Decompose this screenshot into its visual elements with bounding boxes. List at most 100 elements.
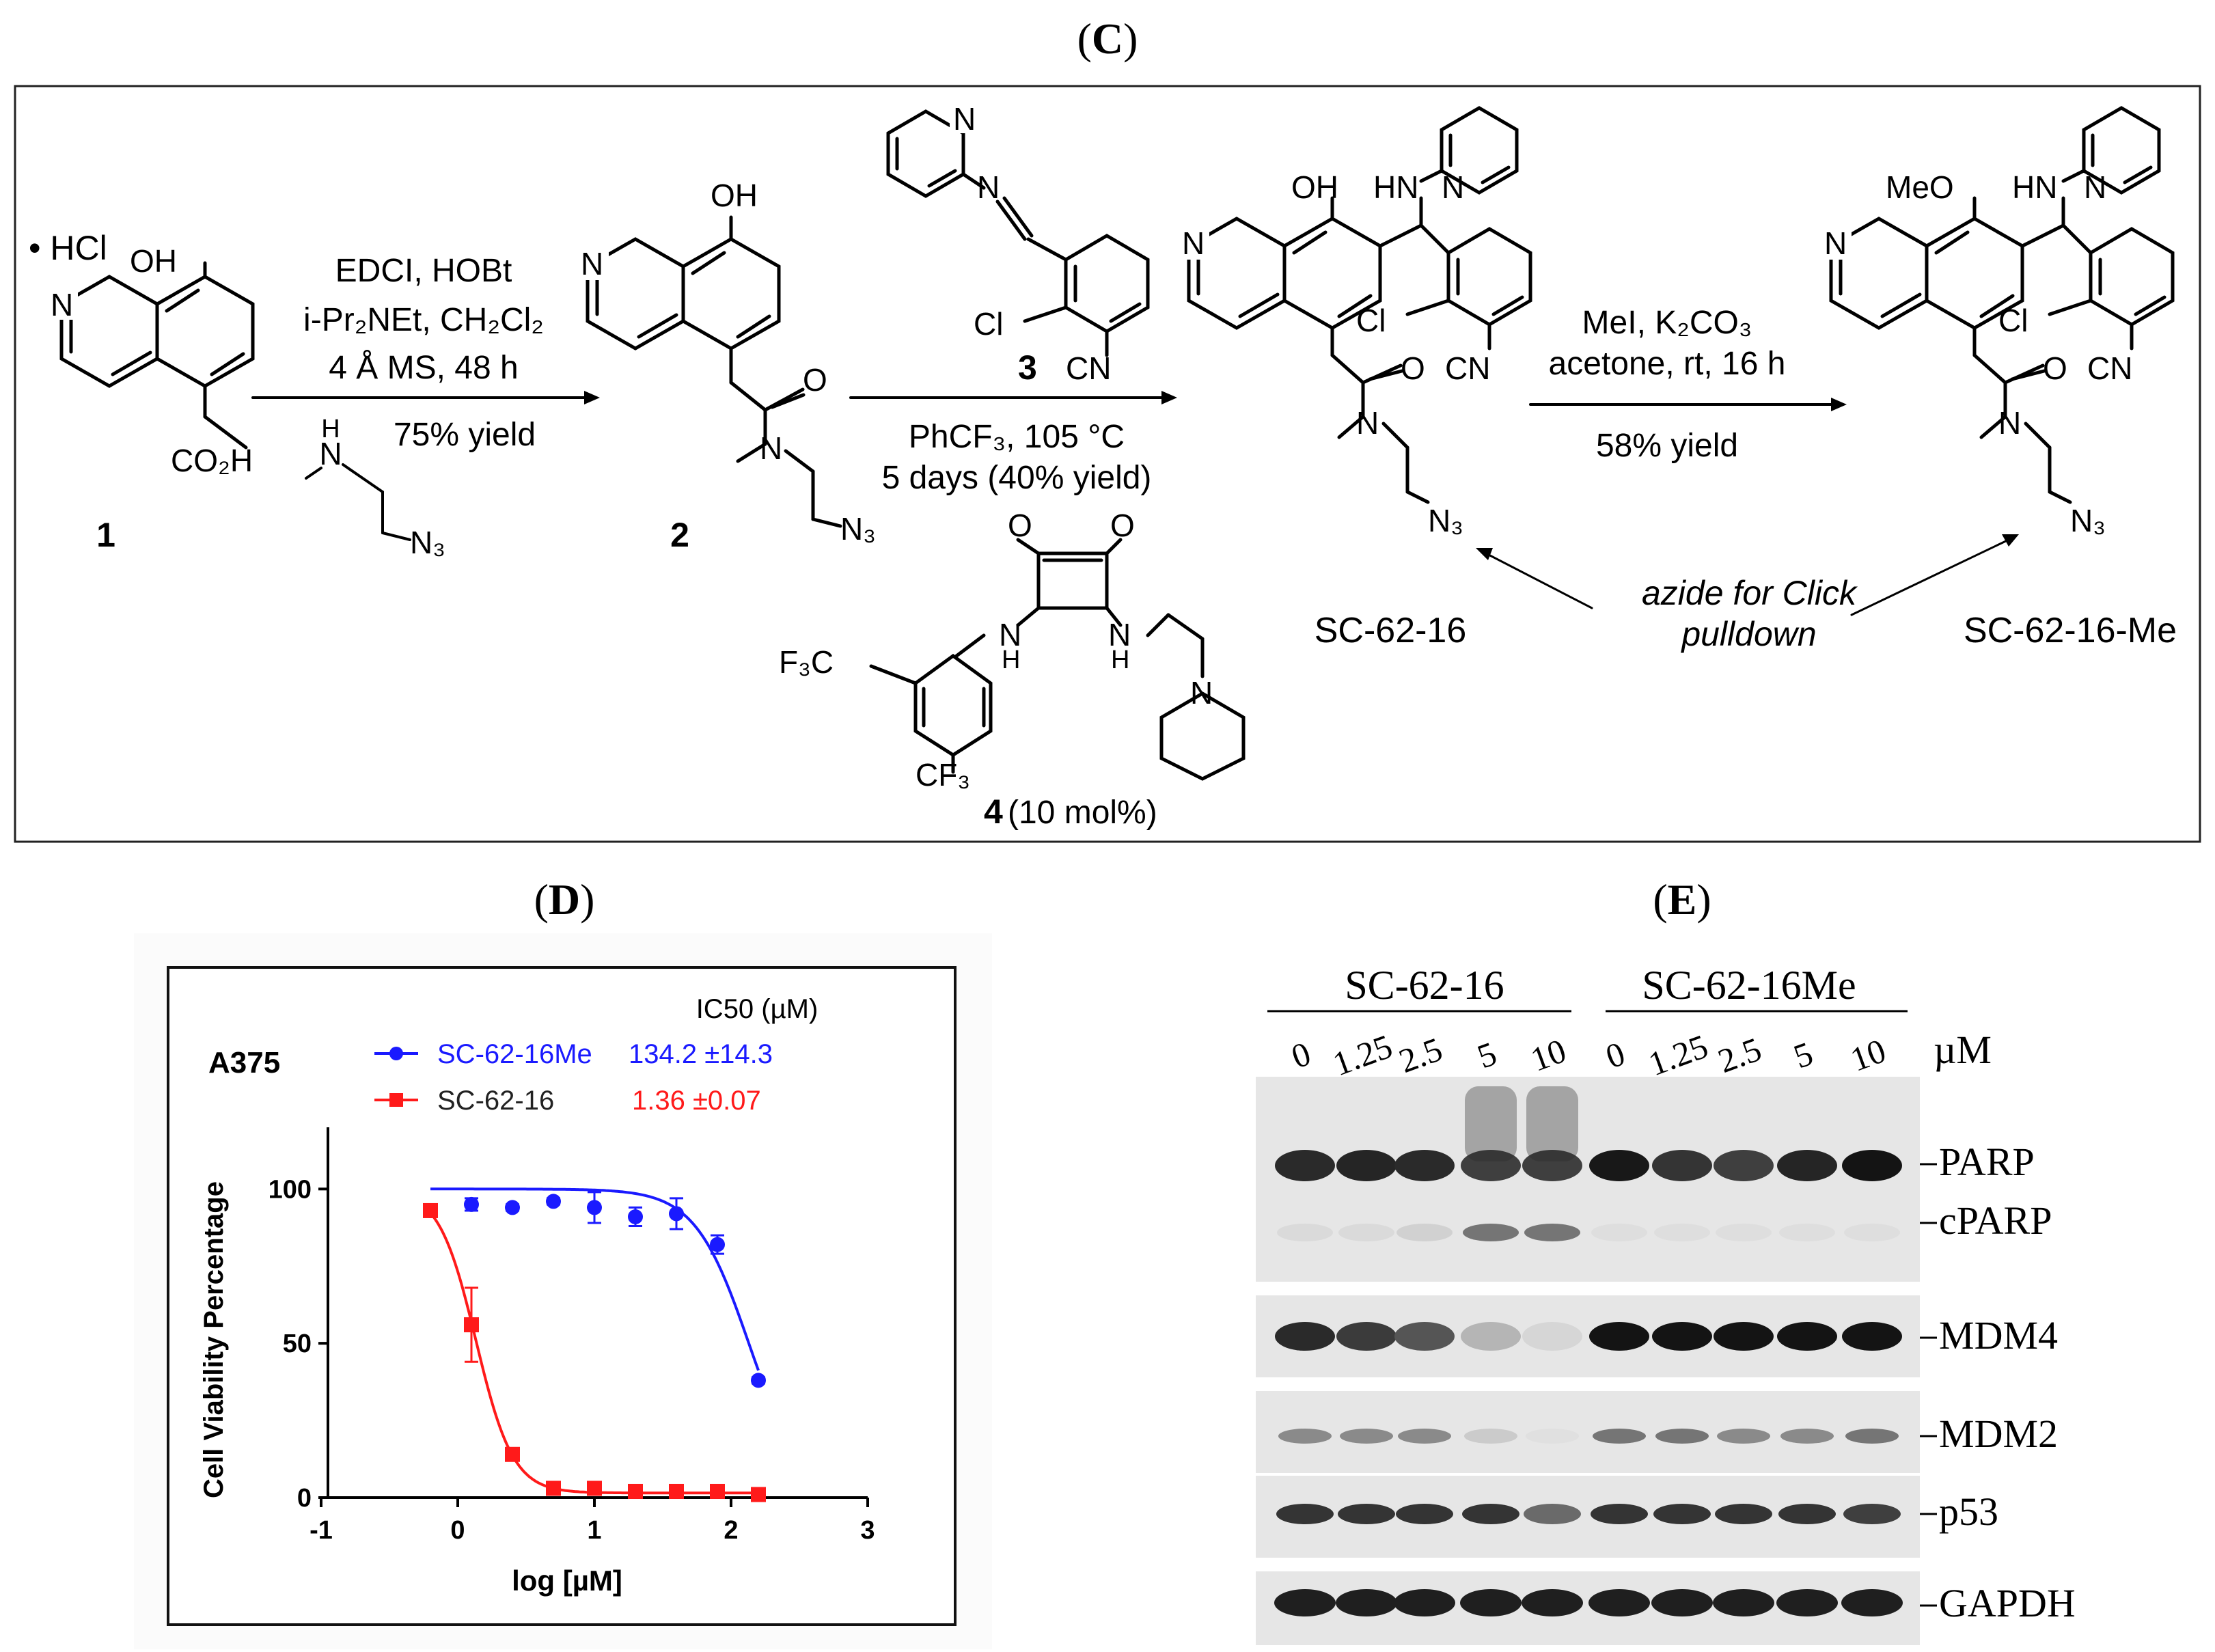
step3-conditions-line2: acetone, rt, 16 h xyxy=(1549,346,1786,382)
blot-band-gapdh xyxy=(1713,1589,1774,1616)
legend-series-name: SC-62-16Me xyxy=(437,1039,592,1069)
data-point-square xyxy=(546,1481,561,1496)
n-mask-3 xyxy=(950,99,980,133)
blot-label-mdm4: MDM4 xyxy=(1939,1313,2058,1358)
blot-band-mdm2 xyxy=(1464,1429,1517,1444)
blot-band-mdm4 xyxy=(1842,1322,1902,1351)
blot-band-parp xyxy=(1461,1150,1521,1181)
x-tick-label: 2 xyxy=(724,1516,738,1545)
blot-band-cparp xyxy=(1779,1224,1835,1241)
azide-arrowhead-left xyxy=(1476,548,1493,560)
fit-curve-sc-62-16me xyxy=(430,1187,760,1371)
blot-label-p53: p53 xyxy=(1939,1489,1998,1534)
blot-band-mdm2 xyxy=(1398,1429,1451,1444)
blot-band-mdm2 xyxy=(1593,1429,1646,1444)
blot-smear xyxy=(1526,1086,1578,1161)
blot-band-parp xyxy=(1275,1150,1335,1181)
data-point-square xyxy=(423,1202,438,1218)
blot-band-mdm2 xyxy=(1655,1429,1709,1444)
catalyst-piperidine-n: N xyxy=(1190,675,1213,711)
sc-62-16-hn: HN xyxy=(1373,169,1418,205)
data-point-circle xyxy=(546,1194,561,1209)
lane-concentration-label: 0 xyxy=(1287,1034,1316,1075)
sc-62-16-n3: N₃ xyxy=(1428,503,1463,538)
blot-band-parp xyxy=(1522,1150,1582,1181)
step1-conditions-line1: EDCI, HOBt xyxy=(335,253,512,289)
sc-62-16-me-n3: N₃ xyxy=(2070,503,2106,538)
blot-band-cparp xyxy=(1716,1224,1772,1241)
amine-h: H xyxy=(321,415,340,443)
step2-conditions-line1: PhCF₃, 105 °C xyxy=(909,419,1125,455)
blot-smear xyxy=(1465,1086,1517,1161)
catalyst-nh-2: N xyxy=(1108,617,1131,652)
data-point-circle xyxy=(464,1196,479,1212)
compound-2-quinoline-n: N xyxy=(581,246,603,281)
chart-frame xyxy=(167,966,957,1626)
data-point-square xyxy=(751,1487,766,1502)
data-point-circle xyxy=(505,1200,520,1215)
sc-62-16-pyridine-n: N xyxy=(1442,169,1464,205)
sc-62-16-cn: CN xyxy=(1445,350,1490,386)
data-point-square xyxy=(505,1446,520,1462)
blot-band-cparp xyxy=(1463,1224,1519,1241)
blot-band-gapdh xyxy=(1776,1589,1838,1616)
sc-62-16-me-o: O xyxy=(2043,350,2067,386)
panel-label-e-letter: E xyxy=(1668,875,1697,924)
blot-band-mdm2 xyxy=(1845,1429,1899,1444)
y-tick-label: 50 xyxy=(283,1330,312,1358)
compound-2-oh: OH xyxy=(711,178,758,213)
x-axis-label: log [µM] xyxy=(512,1565,622,1597)
catalyst-cf3: CF₃ xyxy=(916,757,970,793)
n-mask-me xyxy=(1821,225,1852,260)
catalyst-o-1: O xyxy=(1008,508,1032,543)
concentration-unit: µM xyxy=(1934,1028,1992,1072)
catalyst-nh-1: N xyxy=(999,617,1021,652)
arrowhead-step-2 xyxy=(1161,391,1177,404)
azide-note-line2: pulldown xyxy=(1680,615,1816,653)
lane-concentration-label: 2.5 xyxy=(1713,1030,1766,1080)
blot-band-p53 xyxy=(1396,1504,1453,1524)
reagent-3-cl: Cl xyxy=(974,306,1003,342)
compound-2-amide-n: N xyxy=(760,430,782,466)
scheme-frame xyxy=(14,85,2201,843)
step1-conditions-line3: 4 Å MS, 48 h xyxy=(329,350,518,386)
x-tick-label: 3 xyxy=(860,1516,875,1545)
sc-62-16-me-hn: HN xyxy=(2012,169,2057,205)
blot-band-mdm2 xyxy=(1780,1429,1834,1444)
compound-1-co2h: CO₂H xyxy=(171,443,253,478)
sc-62-16-structure xyxy=(1187,106,1532,504)
blot-group-1-label: SC-62-16 xyxy=(1345,963,1504,1008)
blot-band-parp xyxy=(1394,1150,1455,1181)
sc-62-16-me-cl: Cl xyxy=(1998,303,2028,338)
legend-marker-square xyxy=(389,1093,403,1107)
legend-marker-circle xyxy=(389,1047,403,1060)
panel-label-e: (E) xyxy=(1653,875,1711,924)
sc-62-16-me-amide-n: N xyxy=(1998,405,2021,441)
blot-band-p53 xyxy=(1715,1504,1772,1524)
lane-concentration-label: 10 xyxy=(1526,1031,1571,1079)
blot-label-cparp: cPARP xyxy=(1939,1198,2052,1243)
step3-yield: 58% yield xyxy=(1596,428,1738,464)
x-tick-label: 1 xyxy=(587,1516,601,1545)
lane-concentration-label: 5 xyxy=(1789,1034,1818,1075)
blot-band-p53 xyxy=(1524,1504,1581,1524)
blot-band-mdm4 xyxy=(1589,1322,1649,1351)
compound-1-number: 1 xyxy=(96,516,115,554)
x-tick-label: 0 xyxy=(450,1516,465,1545)
azide-note-line1: azide for Click xyxy=(1642,574,1858,612)
reagent-3-imine-n: N xyxy=(977,169,1000,205)
catalyst-f3c: F₃C xyxy=(779,644,834,680)
blot-band-mdm4 xyxy=(1522,1322,1582,1351)
reagent-3-pyridine-n: N xyxy=(953,101,976,137)
catalyst-o-2: O xyxy=(1110,508,1135,543)
compound-1-oh: OH xyxy=(130,243,177,279)
azide-arrow-left xyxy=(1485,552,1593,609)
reagent-3-cn: CN xyxy=(1066,350,1111,386)
blot-group-2-label: SC-62-16Me xyxy=(1642,963,1856,1008)
blot-band-gapdh xyxy=(1588,1589,1650,1616)
catalyst-4-number: 4 xyxy=(984,793,1003,831)
step1-yield: 75% yield xyxy=(394,417,536,453)
arrowhead-step-3 xyxy=(1831,398,1847,411)
data-point-circle xyxy=(628,1209,643,1224)
